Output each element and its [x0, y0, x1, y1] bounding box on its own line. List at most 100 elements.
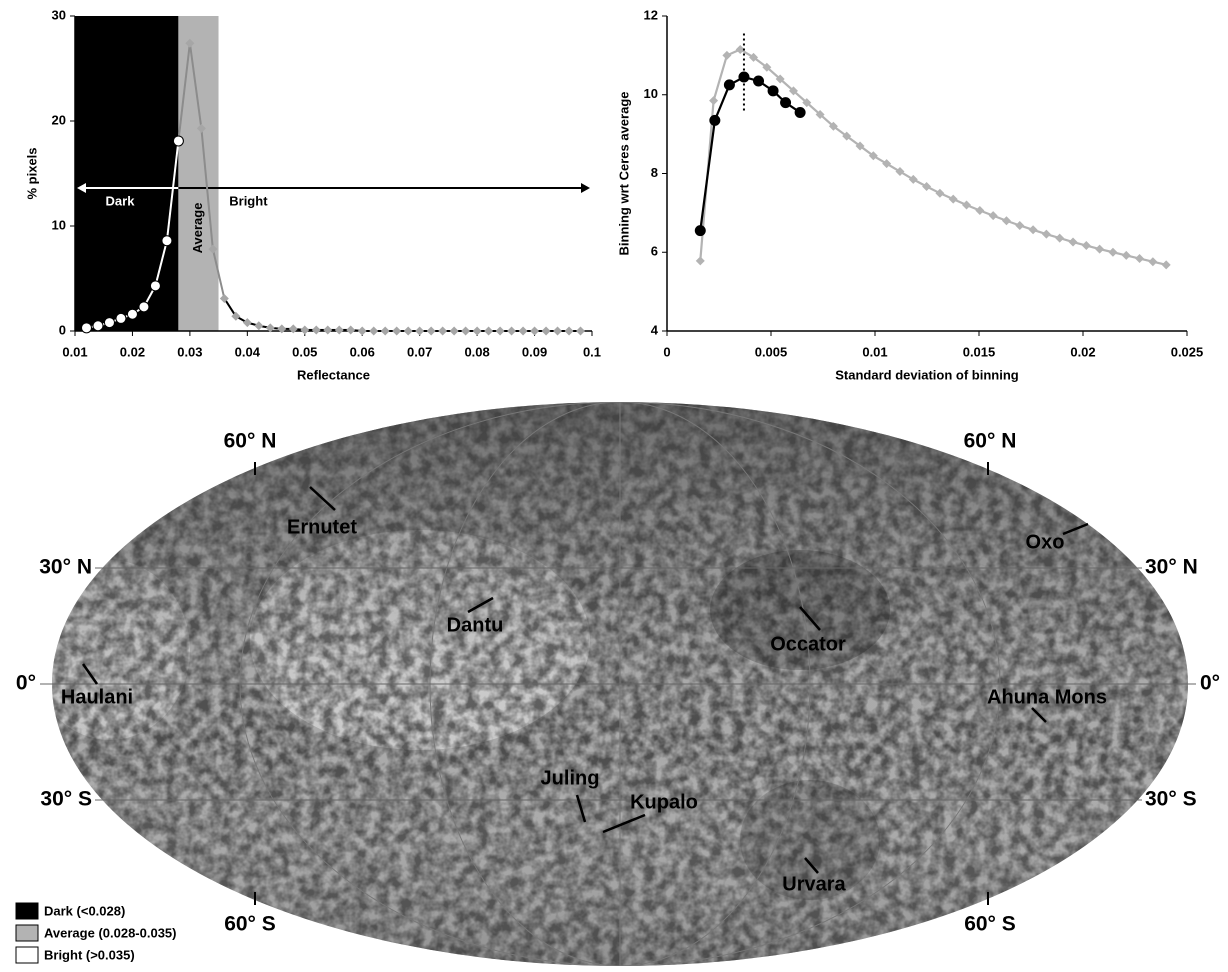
marker [265, 323, 275, 333]
marker [564, 326, 574, 336]
latitude-label: 60° N [224, 430, 277, 453]
y-tick-label: 20 [52, 112, 66, 127]
y-tick-label: 8 [651, 165, 658, 180]
x-tick-label: 0.02 [120, 344, 145, 359]
leader-line [1031, 707, 1047, 723]
marker [908, 174, 918, 184]
y-tick-label: 10 [644, 86, 658, 101]
marker [438, 326, 448, 336]
marker [530, 326, 540, 336]
leader-line [799, 606, 821, 631]
marker [780, 97, 792, 109]
marker [576, 326, 586, 336]
marker [126, 308, 138, 320]
marker [392, 326, 402, 336]
marker [722, 50, 732, 60]
marker [208, 244, 218, 254]
x-tick-label: 0.02 [1070, 344, 1095, 359]
arrowhead [77, 183, 86, 193]
leader-line [467, 596, 494, 614]
marker [115, 312, 127, 324]
leader-line [804, 857, 819, 874]
x-axis-label: Reflectance [297, 367, 370, 382]
marker [518, 326, 528, 336]
arrowhead [581, 183, 590, 193]
marker [369, 326, 379, 336]
curve-segment [177, 43, 191, 142]
curve-segment [188, 43, 203, 129]
marker [472, 326, 482, 336]
marker [103, 317, 115, 329]
marker [882, 159, 892, 169]
latitude-label: 0° [16, 672, 36, 695]
x-tick-label: 0.04 [235, 344, 261, 359]
marker [553, 326, 563, 336]
marker [828, 121, 838, 131]
marker [1068, 237, 1078, 247]
marker [149, 280, 161, 292]
latitude-label: 60° S [224, 913, 276, 936]
feature-label: Ernutet [287, 516, 357, 538]
latitude-label: 60° S [964, 913, 1016, 936]
marker [196, 123, 206, 133]
marker [709, 114, 721, 126]
feature-label: Haulani [61, 686, 133, 708]
marker [738, 71, 750, 83]
marker [815, 109, 825, 119]
marker [735, 44, 745, 54]
marker [311, 325, 321, 335]
annotation: Bright [229, 193, 268, 208]
feature-label: Urvara [782, 873, 846, 895]
legend-swatch [15, 946, 39, 964]
leader-line [81, 663, 99, 685]
marker [788, 86, 798, 96]
marker [842, 131, 852, 141]
x-tick-label: 0.005 [755, 344, 788, 359]
leader-line [602, 813, 646, 834]
marker [962, 200, 972, 210]
marker [415, 326, 425, 336]
latitude-label: 30° N [1145, 556, 1198, 579]
marker [794, 106, 806, 118]
marker [231, 311, 241, 321]
marker [507, 326, 517, 336]
series-line [699, 48, 1167, 266]
marker [935, 188, 945, 198]
region [218, 16, 592, 331]
feature-label: Kupalo [630, 791, 698, 813]
y-axis-label: % pixels [24, 147, 39, 199]
marker [300, 325, 310, 335]
marker [975, 206, 985, 216]
feature-label: Ahuna Mons [987, 686, 1107, 708]
marker [1148, 257, 1158, 267]
x-tick-label: 0.05 [292, 344, 317, 359]
latitude-label: 60° N [964, 430, 1017, 453]
marker [775, 74, 785, 84]
legend-label: Average (0.028-0.035) [44, 925, 177, 940]
marker [749, 52, 759, 62]
marker [1001, 216, 1011, 226]
y-tick-label: 0 [59, 322, 66, 337]
curve-segment [200, 128, 214, 250]
marker [334, 325, 344, 335]
marker [92, 320, 104, 332]
y-tick-label: 6 [651, 244, 658, 259]
marker [1055, 233, 1065, 243]
latitude-label: 0° [1200, 672, 1220, 695]
feature-label: Juling [541, 767, 600, 789]
latitude-label: 30° S [1145, 788, 1197, 811]
marker [895, 167, 905, 177]
latitude-label: 30° N [39, 556, 92, 579]
marker [277, 324, 287, 334]
marker [357, 326, 367, 336]
y-tick-label: 12 [644, 7, 658, 22]
marker [495, 326, 505, 336]
legend-swatch [15, 924, 39, 942]
marker [426, 326, 436, 336]
marker [138, 301, 150, 313]
x-tick-label: 0 [663, 344, 670, 359]
marker [80, 322, 92, 334]
marker [1095, 244, 1105, 254]
y-tick-label: 30 [52, 7, 66, 22]
curve-segment [165, 140, 180, 241]
